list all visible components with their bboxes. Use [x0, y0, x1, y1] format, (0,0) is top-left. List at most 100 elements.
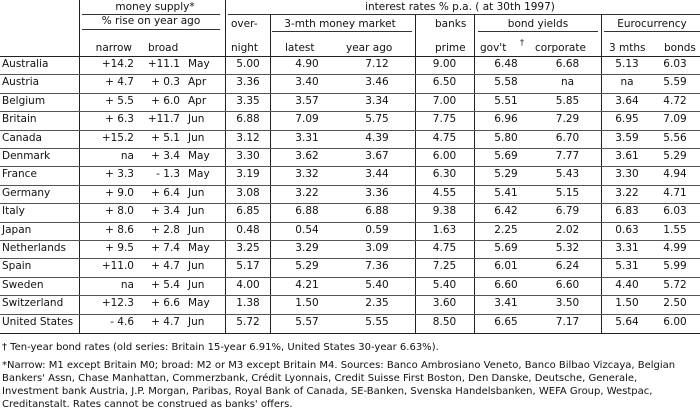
prime-cell: 4.75 [432, 131, 457, 144]
dagger-footnote: † Ten-year bond rates (old series: Brita… [2, 342, 439, 353]
govt-header: gov't [480, 42, 507, 54]
row-rule [0, 148, 700, 149]
euro-3m-cell: 4.40 [615, 278, 639, 291]
banks-header: banks [435, 18, 467, 30]
month-cell: Jun [188, 315, 205, 328]
narrow-cell: +12.3 [101, 297, 134, 310]
row-rule [0, 184, 700, 186]
euro-bonds-cell: 1.55 [663, 223, 687, 236]
row-rule [0, 166, 700, 168]
year-ago-cell: 0.59 [365, 223, 389, 236]
govt-cell: 5.29 [494, 168, 518, 181]
overnight-cell: 3.25 [236, 242, 260, 254]
govt-cell: 2.25 [494, 223, 518, 236]
euro-3m-cell: 3.31 [615, 242, 639, 254]
year-ago-cell: 5.40 [365, 278, 389, 291]
narrow-cell: na [120, 278, 134, 291]
govt-cell: 6.96 [494, 113, 518, 126]
govt-cell: 5.69 [494, 242, 518, 254]
euro-bonds-cell: 6.03 [663, 205, 687, 218]
country-cell: Japan [2, 223, 32, 236]
corporate-cell: 6.79 [555, 205, 580, 218]
prime-cell: 9.00 [432, 58, 457, 70]
narrow-cell: - 4.6 [110, 315, 134, 328]
govt-cell: 5.41 [494, 186, 518, 199]
govt-cell: 6.65 [494, 315, 518, 328]
column-divider [270, 14, 271, 333]
table-top-rule [0, 56, 700, 57]
month-cell: Jun [188, 205, 205, 218]
prime-cell: 6.00 [432, 150, 457, 162]
year-ago-header: year ago [346, 42, 393, 54]
govt-cell: 3.41 [494, 297, 518, 310]
three-mths-header: 3 mths [609, 42, 646, 54]
eurocurrency-underline [604, 31, 700, 32]
rise-on-year-header: % rise on year ago [101, 15, 201, 27]
year-ago-cell: 5.75 [365, 113, 389, 126]
latest-cell: 5.29 [295, 260, 319, 273]
euro-bonds-cell: 5.99 [663, 260, 687, 273]
row-rule [0, 111, 700, 113]
overnight-header-2: night [231, 42, 259, 54]
corporate-cell: 5.15 [555, 186, 580, 199]
money-supply-header: money supply* [115, 1, 195, 13]
narrow-cell: + 8.6 [105, 223, 134, 236]
corporate-cell: 6.68 [555, 58, 580, 70]
country-cell: Spain [2, 260, 32, 273]
govt-cell: 5.58 [494, 76, 518, 89]
sources-footnote: *Narrow: M1 except Britain M0; broad: M2… [2, 360, 676, 410]
broad-cell: +11.1 [147, 58, 180, 70]
prime-cell: 1.63 [432, 223, 457, 236]
country-cell: Netherlands [2, 242, 67, 254]
year-ago-cell: 3.09 [365, 242, 389, 254]
broad-header: broad [148, 42, 179, 54]
year-ago-cell: 3.67 [365, 150, 389, 162]
latest-cell: 3.31 [295, 131, 319, 144]
month-cell: Apr [188, 94, 207, 107]
interest-rates-header: interest rates % p.a. ( at 30th 1997) [365, 1, 555, 13]
broad-cell: + 6.0 [151, 94, 180, 107]
row-rule [0, 258, 700, 260]
year-ago-cell: 2.35 [365, 297, 389, 310]
latest-cell: 3.40 [295, 76, 319, 89]
year-ago-cell: 3.34 [365, 94, 389, 107]
overnight-cell: 3.36 [236, 76, 260, 89]
prime-cell: 4.75 [432, 242, 457, 254]
corporate-header: corporate [535, 42, 586, 54]
row-rule [0, 295, 700, 297]
euro-bonds-cell: 5.72 [663, 278, 687, 291]
euro-bonds-cell: 5.56 [663, 131, 687, 144]
broad-cell: + 3.4 [151, 205, 180, 218]
narrow-cell: na [120, 150, 134, 162]
narrow-cell: + 5.5 [105, 94, 134, 107]
year-ago-cell: 7.36 [365, 260, 389, 273]
corporate-cell: 5.85 [555, 94, 580, 107]
latest-cell: 6.88 [295, 205, 319, 218]
euro-3m-cell: 6.83 [615, 205, 639, 218]
narrow-cell: + 3.3 [105, 168, 134, 181]
year-ago-cell: 7.12 [365, 58, 389, 70]
year-ago-cell: 5.55 [365, 315, 389, 328]
narrow-cell: + 9.5 [105, 242, 134, 254]
country-cell: Italy [2, 205, 25, 218]
govt-cell: 6.42 [494, 205, 518, 218]
country-cell: Sweden [2, 278, 44, 291]
overnight-cell: 6.88 [236, 113, 260, 126]
broad-cell: +11.7 [147, 113, 180, 126]
euro-bonds-cell: 7.09 [663, 113, 687, 126]
overnight-cell: 5.72 [236, 315, 260, 328]
prime-cell: 9.38 [432, 205, 457, 218]
corporate-cell: 5.43 [555, 168, 580, 181]
corporate-cell: 6.60 [555, 278, 580, 291]
prime-cell: 5.40 [432, 278, 457, 291]
year-ago-cell: 4.39 [365, 131, 389, 144]
column-divider [601, 14, 602, 333]
latest-cell: 4.21 [295, 278, 319, 291]
month-cell: Apr [188, 76, 207, 89]
narrow-cell: +11.0 [101, 260, 134, 273]
euro-3m-cell: 3.61 [615, 150, 639, 162]
dagger-mark: † [520, 38, 524, 47]
euro-3m-cell: 0.63 [615, 223, 639, 236]
broad-cell: + 5.1 [151, 131, 180, 144]
euro-3m-cell: 3.30 [615, 168, 639, 181]
